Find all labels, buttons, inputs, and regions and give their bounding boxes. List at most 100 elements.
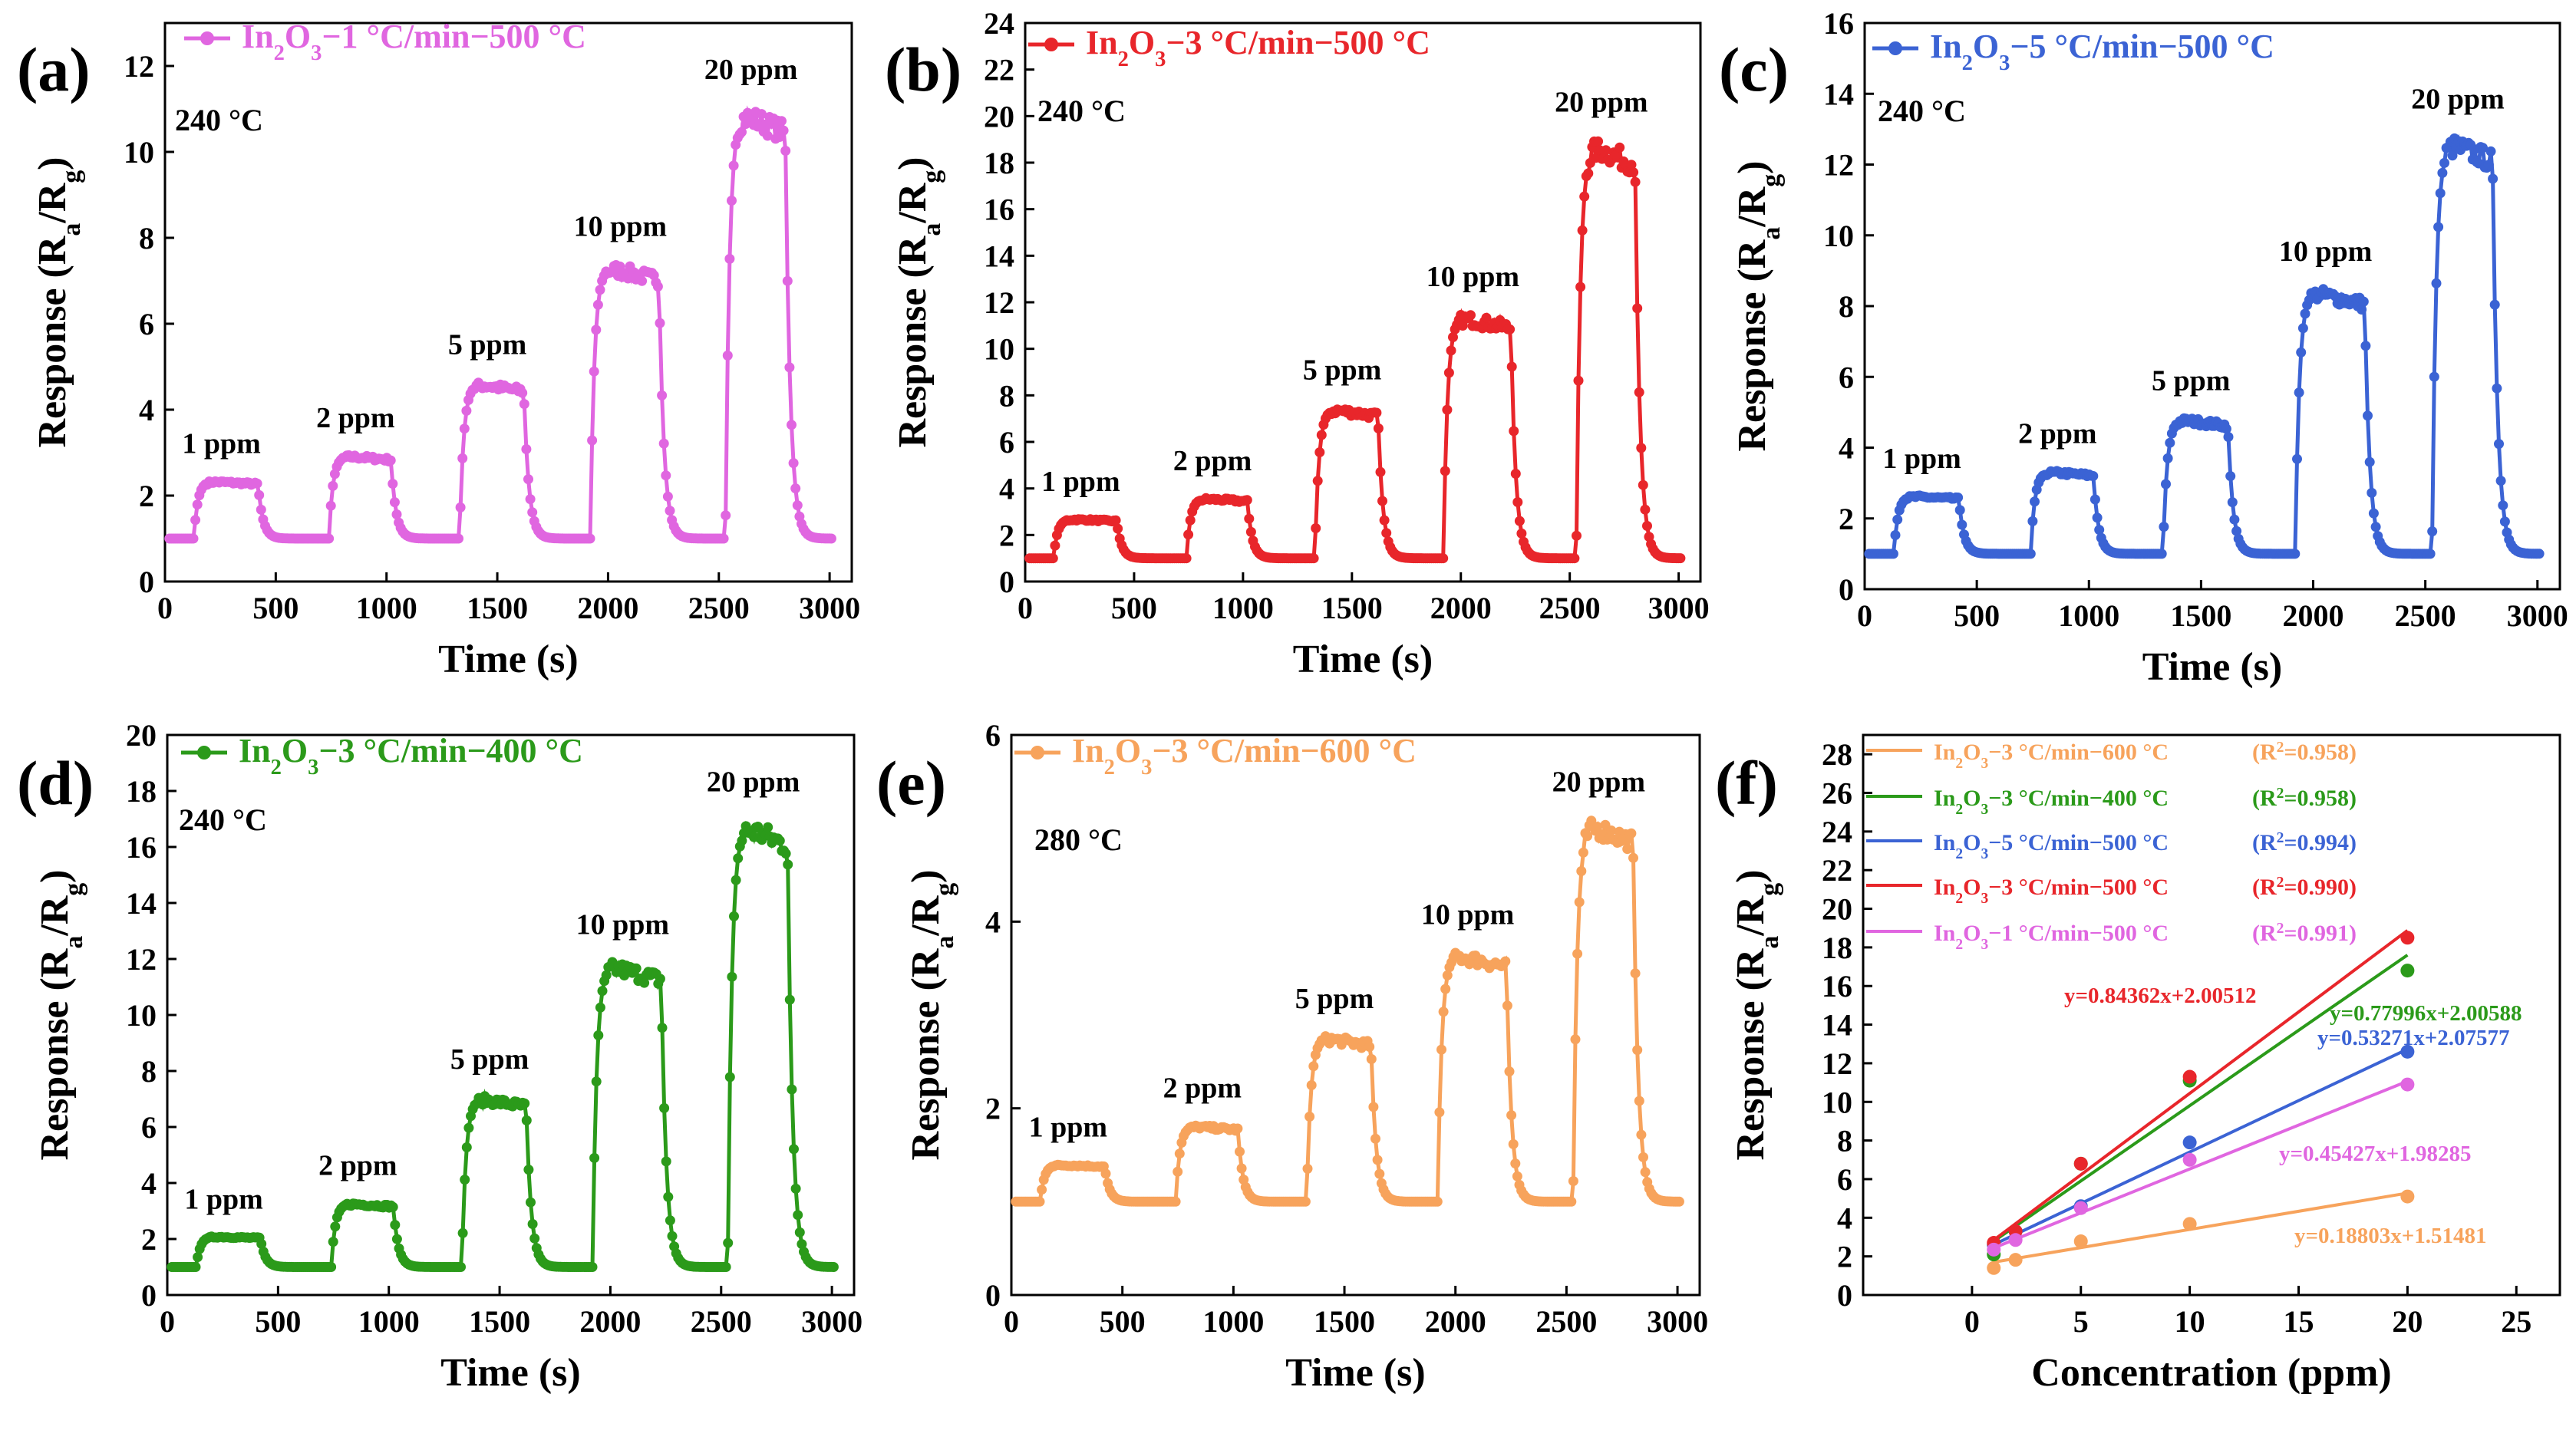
- panel-label: (a): [17, 35, 91, 104]
- y-tick-label: 4: [1839, 431, 1854, 466]
- data-point: [1312, 476, 1323, 486]
- y-tick-label: 0: [1837, 1278, 1852, 1313]
- y-tick-label: 4: [1837, 1201, 1852, 1235]
- data-point: [789, 1144, 799, 1155]
- data-point: [1572, 948, 1583, 959]
- data-point: [1308, 1061, 1319, 1072]
- data-point: [1601, 145, 1611, 156]
- data-point: [595, 1002, 605, 1013]
- data-point: [1569, 553, 1580, 564]
- data-point: [1034, 1196, 1045, 1207]
- fit-line: [1993, 1047, 2409, 1247]
- data-point: [1512, 1171, 1522, 1181]
- data-point: [324, 533, 335, 544]
- data-point: [778, 125, 789, 136]
- data-point: [826, 533, 836, 544]
- data-point: [1436, 1044, 1446, 1055]
- data-point: [256, 1238, 267, 1249]
- concentration-label: 10 ppm: [1421, 898, 1514, 931]
- data-point: [782, 275, 793, 286]
- data-point: [456, 1262, 466, 1272]
- data-point: [1050, 540, 1060, 551]
- data-point: [2094, 525, 2105, 535]
- data-point: [2161, 479, 2171, 489]
- data-point: [1957, 519, 1967, 530]
- data-point: [1306, 1080, 1317, 1090]
- data-point: [777, 116, 787, 127]
- y-tick-label: 6: [1837, 1162, 1852, 1197]
- data-point: [1987, 1260, 2001, 1275]
- concentration-label: 5 ppm: [2152, 364, 2230, 397]
- y-tick-label: 14: [1822, 1008, 1852, 1043]
- data-point: [1448, 332, 1458, 342]
- data-point: [2485, 146, 2496, 157]
- data-point: [1304, 1112, 1315, 1122]
- y-tick-label: 2: [985, 1092, 1001, 1126]
- data-point: [326, 1262, 337, 1272]
- data-point: [1037, 1185, 1047, 1195]
- fit-line: [1993, 954, 2409, 1243]
- y-tick-label: 18: [1822, 931, 1852, 965]
- legend-marker: [1044, 38, 1058, 51]
- data-point: [454, 533, 463, 544]
- panel-b: 0 500 1000 1500 2000 2500 30000246810121416182…: [885, 6, 1710, 681]
- data-point: [2370, 522, 2381, 532]
- data-point: [1047, 553, 1058, 564]
- data-point: [1506, 361, 1517, 372]
- y-axis-title: Response (Ra/Rg): [31, 157, 86, 447]
- data-point: [2400, 1077, 2415, 1092]
- data-point: [1300, 1196, 1311, 1207]
- data-point: [587, 1262, 598, 1272]
- data-point: [667, 1231, 678, 1241]
- data-point: [1242, 495, 1252, 506]
- data-point: [526, 1197, 536, 1208]
- data-point: [1888, 549, 1898, 559]
- data-point: [1573, 375, 1584, 386]
- data-point: [385, 455, 396, 466]
- y-tick-label: 2: [1837, 1240, 1852, 1274]
- data-point: [1577, 225, 1588, 236]
- data-point: [762, 130, 773, 141]
- y-tick-label: 12: [126, 942, 157, 977]
- data-point: [655, 318, 665, 328]
- data-point: [1890, 530, 1901, 540]
- data-point: [2489, 299, 2500, 310]
- data-point: [2363, 410, 2373, 421]
- series-line: [169, 105, 832, 541]
- data-point: [665, 1215, 675, 1226]
- data-point: [1366, 1054, 1377, 1064]
- data-point: [1583, 168, 1594, 179]
- data-point: [1638, 1152, 1648, 1162]
- data-point: [1506, 1110, 1517, 1121]
- data-point: [2073, 1234, 2088, 1249]
- legend-label: In2O3−3 °C/min−400 °C: [239, 732, 583, 779]
- data-point: [525, 494, 536, 505]
- data-point: [1628, 852, 1638, 863]
- data-point: [1438, 553, 1449, 564]
- data-point: [1364, 1042, 1375, 1052]
- x-tick-label: 0: [1018, 591, 1033, 625]
- x-tick-label: 2500: [2395, 598, 2456, 633]
- data-point: [1636, 1129, 1647, 1140]
- x-tick-label: 1000: [2058, 598, 2119, 633]
- fit-line: [1993, 1079, 2409, 1250]
- y-tick-label: 24: [1822, 815, 1852, 849]
- data-point: [1622, 844, 1633, 855]
- data-point: [1510, 469, 1521, 479]
- data-point: [1502, 1000, 1512, 1011]
- data-point: [2368, 508, 2379, 519]
- data-point: [2165, 437, 2175, 448]
- x-tick-label: 1500: [467, 591, 528, 625]
- data-point: [2227, 497, 2238, 508]
- data-point: [1302, 1163, 1313, 1174]
- fit-line: [1993, 1191, 2408, 1264]
- legend-label: In2O3−1 °C/min−500 °C: [1934, 921, 2169, 953]
- y-tick-label: 20: [126, 718, 157, 753]
- data-point: [2488, 173, 2498, 184]
- x-tick-label: 3000: [1647, 1304, 1708, 1339]
- data-point: [1642, 521, 1652, 531]
- data-point: [2425, 549, 2436, 559]
- data-point: [2478, 143, 2488, 153]
- data-point: [657, 1023, 668, 1033]
- data-point: [597, 986, 608, 997]
